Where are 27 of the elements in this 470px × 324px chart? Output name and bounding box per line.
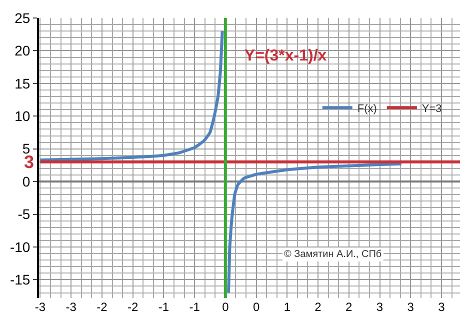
- x-tick-label: 2: [314, 300, 322, 314]
- x-tick-label: -3: [34, 300, 46, 314]
- x-tick-label: 2: [346, 300, 353, 314]
- x-tick-label: -2: [127, 300, 138, 314]
- x-tick-label: 1: [284, 300, 291, 314]
- y-tick-label: 20: [14, 42, 30, 59]
- x-tick-label: 0: [252, 300, 260, 314]
- annotation: © Замятин А.И., СПб: [284, 249, 382, 260]
- x-tick-label: -1: [158, 300, 170, 314]
- x-tick-label: 3: [438, 300, 446, 314]
- y-tick-label: -5: [18, 206, 30, 222]
- y-tick-label: 15: [14, 75, 30, 92]
- y-tick-label: 0: [22, 173, 30, 190]
- y-tick-label: -10: [10, 238, 30, 255]
- x-tick-label: -2: [96, 300, 108, 314]
- y-tick-label: -15: [10, 272, 30, 288]
- x-tick-label: 3: [376, 300, 384, 314]
- legend-label: Y=3: [422, 102, 442, 115]
- x-tick-label: 0: [222, 300, 230, 314]
- x-tick-label: -1: [189, 300, 200, 314]
- legend-label: F(x): [357, 102, 377, 115]
- x-tick-label: 3: [407, 300, 414, 314]
- y-tick-label: 5: [22, 140, 30, 157]
- y-tick-label: 25: [14, 10, 30, 26]
- text: Y=(3*x-1)/x: [244, 48, 327, 65]
- y-tick-label: 10: [14, 108, 30, 124]
- x-tick-label: -3: [66, 300, 77, 314]
